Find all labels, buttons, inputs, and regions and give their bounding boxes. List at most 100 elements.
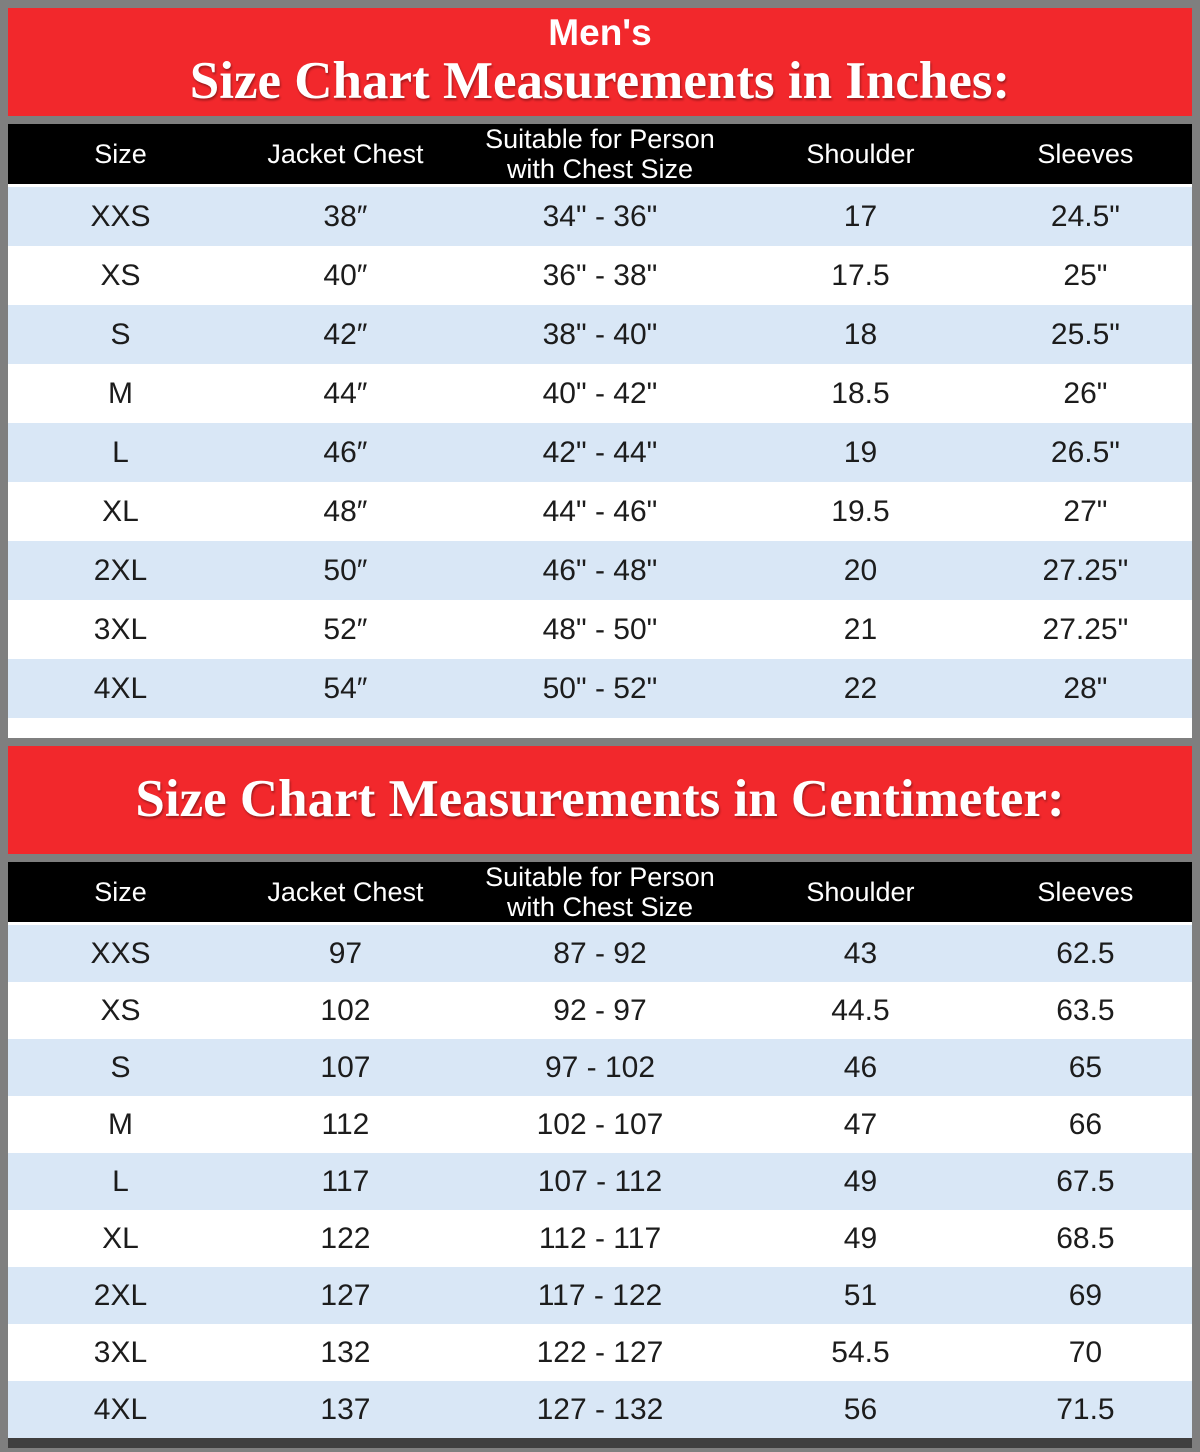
table-cell: 38″ <box>323 199 368 233</box>
table-cell: 107 - 112 <box>537 1164 663 1198</box>
inches-table: Size Jacket Chest Suitable for Person with… <box>8 124 1192 718</box>
table-row: 4XL 54″ 50" - 52" 22 28" <box>8 659 1192 718</box>
table-cell: 122 <box>320 1221 371 1255</box>
table-cell: 127 - 132 <box>536 1392 664 1426</box>
table-cell: 117 - 122 <box>537 1278 663 1312</box>
table-cell: 36" - 38" <box>542 258 658 292</box>
table-cell: 65 <box>1068 1050 1103 1084</box>
column-header-label: Size <box>94 877 147 908</box>
table-cell: 25.5" <box>1050 317 1120 351</box>
table-cell: 137 <box>320 1392 371 1426</box>
table-cell: 18 <box>843 317 878 351</box>
table-cell: L <box>112 435 129 469</box>
column-header: Size <box>8 139 233 169</box>
table-cell: 122 - 127 <box>536 1335 664 1369</box>
table-cell: 107 <box>320 1050 371 1084</box>
table-cell: 56 <box>843 1392 878 1426</box>
column-header: Jacket Chest <box>233 139 458 169</box>
table-row: S 107 97 - 102 46 65 <box>8 1039 1192 1096</box>
column-header-label: Shoulder <box>806 877 915 908</box>
table-cell: 102 - 107 <box>536 1107 664 1141</box>
column-header: Sleeves <box>979 139 1192 169</box>
table-cell: 44.5 <box>831 993 890 1027</box>
table-cell: 4XL <box>93 671 148 705</box>
table-cell: 54″ <box>323 671 368 705</box>
table-cell: 17.5 <box>831 258 890 292</box>
table-cell: 46 <box>843 1050 878 1084</box>
table-cell: XXS <box>90 936 151 970</box>
table-cell: 20 <box>843 553 878 587</box>
table-cell: 102 <box>320 993 371 1027</box>
column-header-label: Jacket Chest <box>267 139 424 170</box>
table-row: L 117 107 - 112 49 67.5 <box>8 1153 1192 1210</box>
table-cell: 42″ <box>323 317 368 351</box>
table-cell: 27.25" <box>1042 612 1129 646</box>
table-cell: 47 <box>843 1107 878 1141</box>
column-header-label: Suitable for Person with Chest Size <box>485 862 715 923</box>
column-header-label: Sleeves <box>1037 877 1134 908</box>
column-header: Suitable for Person with Chest Size <box>458 862 742 922</box>
table-cell: 51 <box>843 1278 878 1312</box>
centimeter-banner: Size Chart Measurements in Centimeter: <box>8 746 1192 854</box>
table-cell: 92 - 97 <box>553 993 647 1027</box>
table-cell: XXS <box>90 199 151 233</box>
table-cell: 3XL <box>93 1335 148 1369</box>
table-cell: 117 <box>321 1164 370 1198</box>
column-header: Shoulder <box>742 139 979 169</box>
table-cell: 19 <box>843 435 878 469</box>
table-cell: XS <box>100 258 141 292</box>
table-cell: 25" <box>1063 258 1108 292</box>
table-cell: 52″ <box>323 612 368 646</box>
table-cell: 26.5" <box>1050 435 1120 469</box>
table-cell: 50″ <box>323 553 368 587</box>
table-row: XS 40″ 36" - 38" 17.5 25" <box>8 246 1192 305</box>
table-cell: XL <box>102 494 139 528</box>
table-cell: 27" <box>1063 494 1108 528</box>
table-cell: 44″ <box>323 376 368 410</box>
table-row: 4XL 137 127 - 132 56 71.5 <box>8 1381 1192 1438</box>
column-header: Shoulder <box>742 877 979 907</box>
table-cell: 132 <box>320 1335 371 1369</box>
table-cell: S <box>110 1050 131 1084</box>
centimeter-table: Size Jacket Chest Suitable for Person with… <box>8 862 1192 1438</box>
table-cell: 40" - 42" <box>542 376 658 410</box>
table-cell: 21 <box>843 612 878 646</box>
centimeter-banner-title: Size Chart Measurements in Centimeter: <box>135 770 1065 829</box>
table-row: XS 102 92 - 97 44.5 63.5 <box>8 982 1192 1039</box>
table-cell: 24.5" <box>1050 199 1120 233</box>
table-cell: 44" - 46" <box>542 494 658 528</box>
table-row: 3XL 132 122 - 127 54.5 70 <box>8 1324 1192 1381</box>
table-cell: 49 <box>843 1164 878 1198</box>
column-header: Size <box>8 877 233 907</box>
table-bottom-spacer <box>8 718 1192 738</box>
table-cell: 27.25" <box>1042 553 1129 587</box>
table-cell: 67.5 <box>1056 1164 1115 1198</box>
table-row: XXS 38″ 34" - 36" 17 24.5" <box>8 187 1192 246</box>
table-row: L 46″ 42" - 44" 19 26.5" <box>8 423 1192 482</box>
table-cell: 46″ <box>323 435 368 469</box>
column-header: Suitable for Person with Chest Size <box>458 124 742 184</box>
table-cell: 49 <box>843 1221 878 1255</box>
inches-banner-title: Size Chart Measurements in Inches: <box>189 51 1011 110</box>
table-cell: 19.5 <box>831 494 890 528</box>
column-header: Sleeves <box>979 877 1192 907</box>
table-cell: 97 - 102 <box>544 1050 656 1084</box>
table-row: 2XL 50″ 46" - 48" 20 27.25" <box>8 541 1192 600</box>
table-cell: 54.5 <box>831 1335 890 1369</box>
table-row: 3XL 52″ 48" - 50" 21 27.25" <box>8 600 1192 659</box>
table-cell: 70 <box>1068 1335 1103 1369</box>
table-cell: 48" - 50" <box>542 612 658 646</box>
table-cell: 97 <box>328 936 363 970</box>
table-cell: 22 <box>843 671 878 705</box>
table-row: XXS 97 87 - 92 43 62.5 <box>8 925 1192 982</box>
column-header-label: Sleeves <box>1037 139 1134 170</box>
table-cell: L <box>112 1164 129 1198</box>
table-cell: 62.5 <box>1056 936 1115 970</box>
table-row: 2XL 127 117 - 122 51 69 <box>8 1267 1192 1324</box>
table-cell: M <box>107 1107 133 1141</box>
table-header-row: Size Jacket Chest Suitable for Person with… <box>8 124 1192 187</box>
column-header-label: Suitable for Person with Chest Size <box>485 124 715 185</box>
centimeter-chart-section: Size Chart Measurements in Centimeter: S… <box>8 746 1192 1448</box>
table-cell: 2XL <box>93 553 148 587</box>
table-row: M 112 102 - 107 47 66 <box>8 1096 1192 1153</box>
